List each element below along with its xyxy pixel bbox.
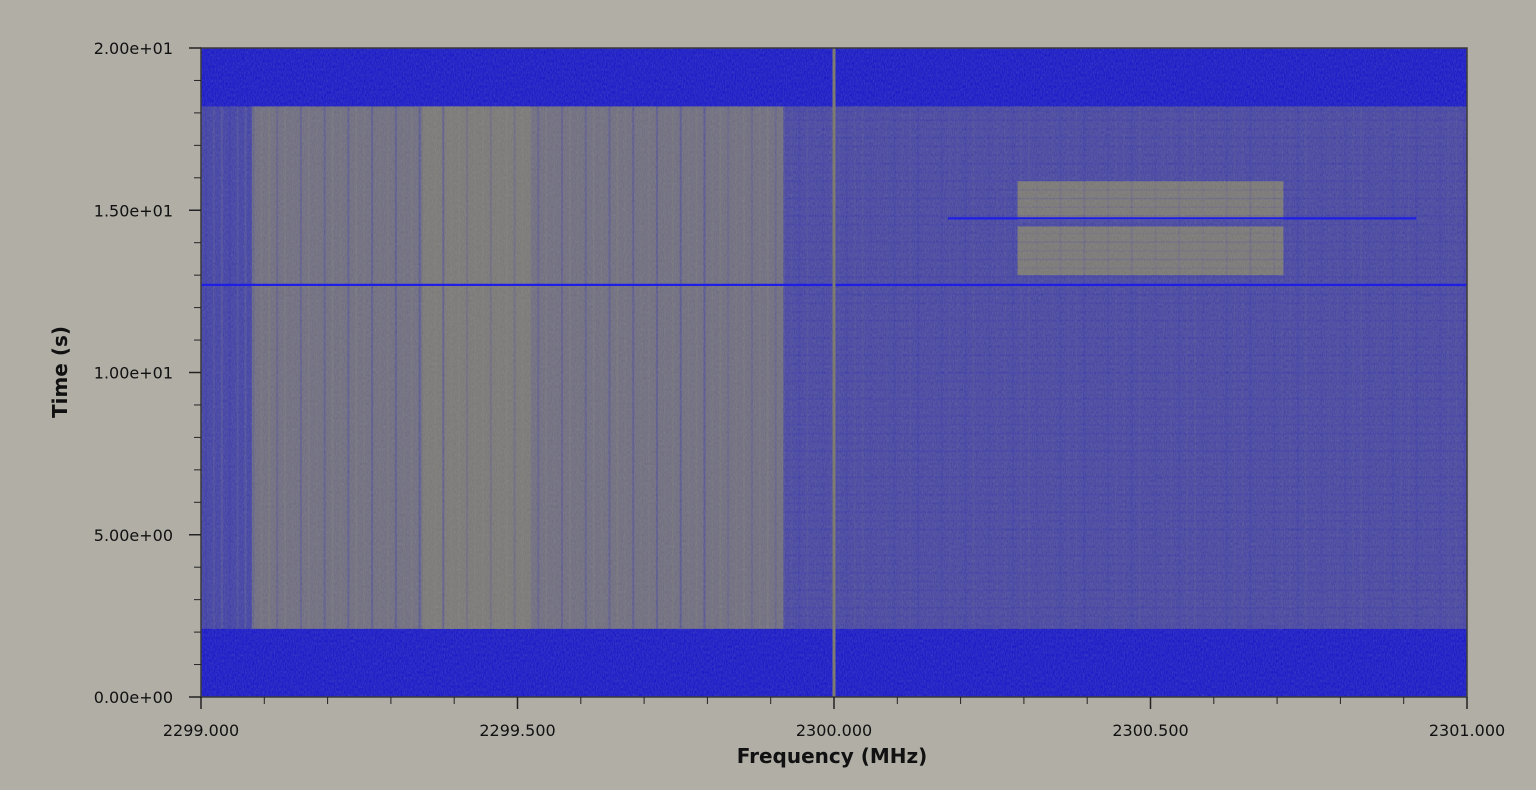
x-tick-label: 2300.000 [796, 721, 872, 740]
x-tick-label: 2299.000 [163, 721, 239, 740]
x-tick-label: 2300.500 [1112, 721, 1188, 740]
x-axis-title: Frequency (MHz) [737, 744, 928, 768]
x-tick-label: 2299.500 [479, 721, 555, 740]
x-tick-label: 2301.000 [1429, 721, 1505, 740]
y-axis-title: Time (s) [48, 326, 72, 418]
y-tick-label: 5.00e+00 [94, 526, 173, 545]
y-tick-label: 0.00e+00 [94, 688, 173, 707]
plot-area [201, 48, 1467, 697]
y-tick-label: 1.00e+01 [94, 364, 173, 383]
y-tick-label: 2.00e+01 [94, 39, 173, 58]
axes: 2299.000 2299.500 2300.000 2300.500 2301.000… [94, 39, 1505, 740]
y-tick-label: 1.50e+01 [94, 201, 173, 220]
